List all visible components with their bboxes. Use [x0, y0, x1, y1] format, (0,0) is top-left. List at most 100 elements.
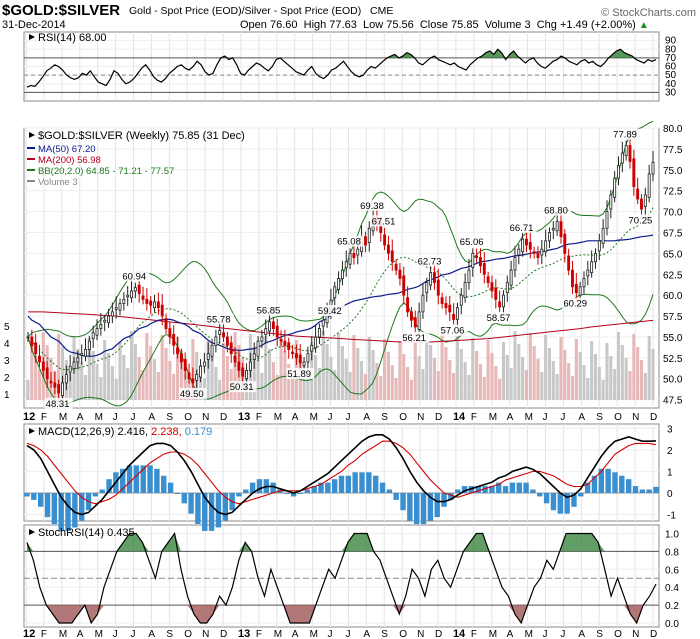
volume-bar: [452, 373, 456, 400]
candle-body: [145, 298, 149, 304]
volume-bar: [95, 364, 99, 400]
volume-bar: [164, 348, 168, 400]
volume-bar: [513, 331, 517, 400]
x-axis-label: M: [59, 629, 67, 639]
volume-bar: [632, 334, 636, 400]
price-label-bg: [508, 222, 537, 234]
price-annotation: 59.42: [318, 306, 342, 317]
candle-body: [279, 339, 283, 342]
candle-body: [536, 252, 540, 258]
legend-entry: MA(50) 67.20: [38, 144, 96, 155]
macd-histogram-bar: [243, 489, 249, 493]
volume-bar: [172, 374, 176, 400]
volume-bar: [524, 370, 529, 400]
macd-histogram-bar: [427, 492, 434, 521]
price-annotation: 69.38: [360, 201, 384, 212]
volume-bar: [99, 377, 103, 400]
x-axis-label: D: [435, 629, 442, 639]
candle-body: [636, 188, 640, 200]
volume-bar: [279, 338, 283, 400]
candle-body: [617, 165, 620, 179]
price-label-bg: [121, 270, 150, 282]
macd-histogram-bar: [37, 492, 44, 507]
volume-bar: [275, 375, 279, 400]
volume-bar: [517, 344, 521, 400]
candle-body: [233, 355, 237, 363]
volume-bar: [129, 331, 134, 400]
macd-histogram-bar: [420, 492, 427, 525]
candle-body: [30, 336, 34, 346]
candle-body: [160, 304, 164, 317]
x-axis-label: J: [113, 412, 118, 423]
volume-bar: [467, 375, 471, 400]
macd-histogram-bar: [249, 482, 256, 493]
volume-bar: [590, 341, 594, 400]
candle-body: [452, 313, 456, 320]
price-label-bg: [370, 215, 399, 227]
macd-histogram-bar: [208, 492, 215, 531]
macd-histogram-bar: [222, 492, 228, 521]
volume-bar: [356, 348, 360, 400]
candle-body: [183, 359, 187, 371]
macd-histogram-bar: [92, 492, 99, 497]
x-axis-label: O: [184, 629, 192, 639]
candle-body: [356, 248, 360, 256]
watermark: © StockCharts.com: [601, 7, 696, 19]
volume-bar: [421, 369, 425, 400]
stoch-tick-label: 0.2: [665, 601, 679, 612]
candle-body: [38, 355, 41, 363]
macd-histogram-bar: [619, 475, 625, 493]
x-axis-label: A: [77, 629, 84, 639]
candle-body: [256, 340, 260, 357]
candle-body: [302, 361, 306, 366]
legend-entry: BB(20,2.0) 64.85 - 71.21 - 77.57: [38, 166, 174, 177]
candle-body: [49, 380, 53, 384]
macd-histogram-bar: [331, 479, 338, 493]
price-label-bg: [543, 204, 572, 216]
price-tick-label: 57.5: [663, 312, 683, 323]
macd-histogram-bar: [482, 486, 488, 493]
candle-body: [532, 251, 536, 254]
volume-bar: [126, 368, 130, 400]
volume-bar: [149, 346, 153, 400]
volume-bar: [179, 350, 183, 400]
candle-body: [210, 344, 214, 357]
candle-body: [72, 361, 76, 370]
volume-bar: [252, 347, 256, 400]
panel-marker-icon: [29, 529, 35, 535]
volume-bar: [532, 346, 536, 400]
volume-bar: [283, 351, 287, 400]
volume-bar: [302, 366, 306, 400]
x-axis-label: M: [525, 412, 533, 423]
macd-histogram-bar: [509, 482, 516, 493]
candle-body: [613, 177, 617, 198]
price-tick-label: 72.5: [663, 187, 683, 198]
x-axis-label: O: [399, 412, 407, 423]
candle-body: [563, 233, 567, 254]
volume-bar: [429, 345, 433, 400]
macd-histogram-bar: [489, 486, 495, 493]
price-annotation: 66.71: [510, 223, 534, 234]
x-axis-label: 12: [23, 628, 35, 639]
candle-body: [57, 384, 61, 394]
volume-bar: [379, 376, 383, 400]
macd-histogram-bar: [202, 492, 208, 531]
volume-bar: [83, 375, 88, 400]
macd-histogram-bar: [352, 472, 358, 493]
x-axis-label: S: [381, 629, 388, 639]
macd-histogram-bar: [475, 486, 481, 493]
candle-body: [498, 301, 502, 308]
macd-histogram-bar: [605, 468, 611, 493]
price-label-bg: [439, 324, 468, 336]
volume-bar: [122, 355, 126, 400]
candle-body: [525, 238, 528, 246]
x-axis-label: F: [256, 629, 262, 639]
candle-body: [528, 242, 532, 250]
x-axis-label: O: [614, 412, 622, 423]
candle-body: [340, 269, 344, 279]
macd-histogram-bar: [58, 492, 64, 531]
quote-summary: Open 76.60 High 77.63 Low 75.56 Close 75…: [240, 19, 649, 31]
candle-body: [571, 269, 574, 288]
macd-histogram-bar: [379, 482, 386, 493]
candle-body: [291, 351, 295, 355]
